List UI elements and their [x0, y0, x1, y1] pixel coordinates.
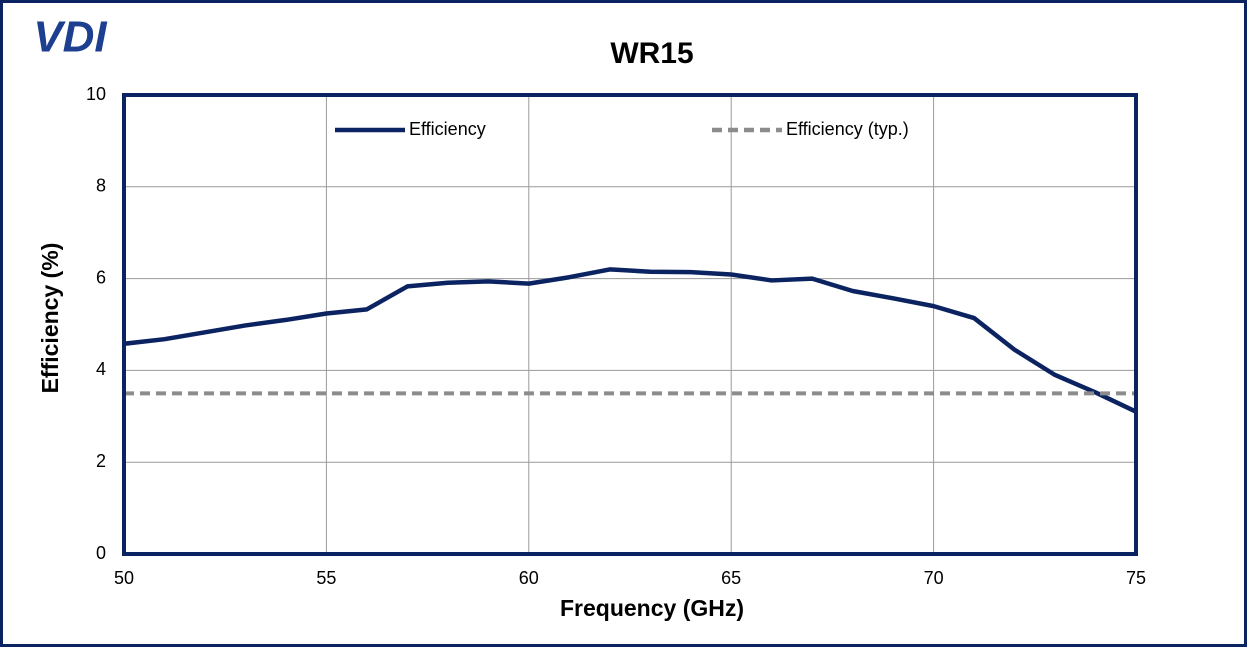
y-tick-label: 6: [96, 267, 106, 287]
x-axis-label: Frequency (GHz): [560, 595, 744, 621]
legend-label: Efficiency (typ.): [786, 119, 909, 139]
x-tick-label: 75: [1126, 568, 1146, 588]
y-axis-label: Efficiency (%): [37, 243, 63, 394]
x-tick-label: 55: [316, 568, 336, 588]
plot-border: [122, 93, 1138, 556]
y-tick-label: 0: [96, 543, 106, 563]
y-tick-label: 8: [96, 176, 106, 196]
logo: VDI: [33, 13, 107, 62]
legend-label: Efficiency: [409, 119, 486, 139]
y-tick-label: 4: [96, 359, 106, 379]
y-tick-label: 10: [86, 84, 106, 104]
y-tick-label: 2: [96, 451, 106, 471]
data-line: [123, 267, 1137, 414]
x-tick-label: 65: [721, 568, 741, 588]
x-tick-label: 50: [114, 568, 134, 588]
x-tick-label: 60: [519, 568, 539, 588]
chart-title: WR15: [610, 37, 693, 70]
x-tick-label: 70: [924, 568, 944, 588]
